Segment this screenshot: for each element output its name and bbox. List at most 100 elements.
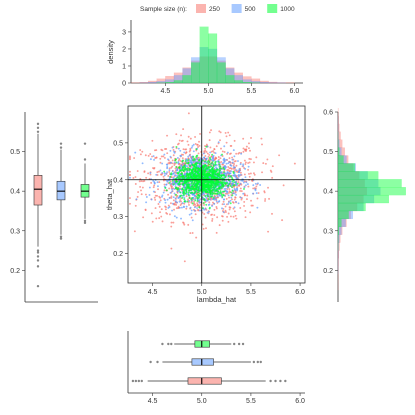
scatter-point-250 [140, 180, 143, 182]
scatter-point-250 [247, 168, 250, 171]
scatter-point-250 [199, 203, 202, 206]
right-hist-bar-1000 [337, 171, 379, 180]
top-hist-bar-500 [165, 79, 175, 84]
left-box-outlier-1000 [83, 158, 87, 161]
scatter-point-1000 [215, 173, 218, 176]
scatter-point-500 [232, 174, 235, 177]
left-box-y-tick-label: 0.3 [10, 228, 20, 235]
scatter-point-500 [240, 152, 243, 155]
scatter-point-500 [172, 172, 175, 175]
scatter-point-500 [174, 174, 177, 177]
scatter-point-250 [242, 147, 245, 150]
scatter-point-250 [145, 176, 148, 179]
scatter-point-250 [155, 217, 158, 220]
scatter-point-1000 [193, 158, 196, 161]
scatter-point-250 [137, 191, 140, 193]
scatter-point-250 [182, 128, 185, 131]
top-hist-bar-250 [259, 80, 269, 84]
scatter-point-500 [179, 149, 182, 152]
scatter-point-500 [165, 183, 168, 186]
scatter-point-1000 [222, 193, 225, 196]
left-box-outlier-250 [36, 249, 40, 252]
scatter-point-500 [176, 174, 179, 177]
scatter-point-1000 [175, 161, 178, 164]
scatter-point-1000 [198, 206, 201, 209]
scatter-point-250 [216, 216, 219, 219]
scatter-point-1000 [185, 184, 188, 187]
scatter-point-250 [163, 183, 166, 186]
scatter-point-500 [239, 182, 242, 185]
scatter-point-250 [244, 216, 247, 219]
scatter-point-250 [219, 157, 222, 160]
scatter-point-1000 [223, 181, 226, 184]
scatter-point-500 [193, 209, 196, 212]
scatter-point-250 [184, 152, 187, 155]
scatter-point-250 [156, 171, 159, 174]
scatter-point-500 [233, 187, 236, 190]
scatter-point-1000 [206, 170, 209, 173]
scatter-point-250 [215, 207, 218, 210]
scatter-point-1000 [197, 166, 200, 169]
scatter-point-1000 [189, 173, 192, 176]
scatter-point-250 [161, 149, 164, 152]
right-hist-bar-500 [337, 171, 368, 180]
scatter-point-250 [243, 159, 246, 162]
scatter-point-250 [232, 207, 235, 210]
top-hist-bar-500 [173, 75, 183, 84]
legend-label-500: 500 [245, 6, 256, 13]
left-box-outlier-250 [36, 284, 40, 288]
scatter-point-250 [171, 159, 174, 162]
scatter-point-250 [179, 199, 182, 201]
scatter-point-1000 [228, 183, 231, 185]
scatter-point-250 [180, 140, 183, 142]
scatter-point-250 [177, 205, 180, 208]
scatter-point-250 [194, 142, 197, 145]
bottom-boxplot-panel: 4.5 5.0 5.5 6.0 [127, 331, 305, 405]
scatter-point-250 [140, 189, 142, 192]
scatter-point-1000 [219, 165, 222, 168]
scatter-point-500 [228, 161, 231, 164]
scatter-point-1000 [219, 180, 222, 183]
scatter-point-500 [238, 169, 241, 172]
scatter-point-1000 [187, 161, 190, 164]
right-hist-bar-1000 [337, 202, 366, 212]
scatter-point-500 [244, 167, 247, 170]
scatter-point-250 [172, 199, 175, 202]
scatter-point-250 [240, 198, 243, 201]
scatter-point-500 [196, 157, 199, 160]
scatter-point-1000 [191, 191, 194, 194]
scatter-point-1000 [211, 193, 214, 196]
scatter-point-500 [180, 206, 183, 209]
scatter-point-250 [134, 176, 137, 178]
scatter-point-250 [182, 221, 185, 224]
scatter-point-1000 [209, 158, 212, 160]
scatter-point-250 [147, 172, 150, 175]
bottom-box-outlier-1000 [167, 342, 170, 346]
scatter-point-1000 [188, 186, 191, 189]
scatter-point-500 [162, 191, 165, 194]
scatter-point-250 [281, 219, 284, 222]
scatter-point-1000 [181, 183, 184, 186]
scatter-point-250 [203, 203, 205, 206]
legend-swatch-1000 [267, 4, 278, 13]
scatter-point-1000 [196, 185, 199, 188]
left-box-outlier-1000 [83, 219, 87, 223]
scatter-point-250 [187, 112, 190, 115]
scatter-point-250 [143, 170, 146, 173]
scatter-point-250 [212, 201, 214, 204]
scatter-point-1000 [191, 175, 194, 178]
scatter-point-1000 [210, 165, 213, 168]
scatter-point-250 [233, 210, 236, 213]
scatter-point-500 [255, 192, 258, 195]
scatter-point-1000 [210, 189, 213, 192]
scatter-point-500 [190, 161, 193, 164]
top-hist-y-tick-label: 2 [122, 46, 126, 53]
bottom-box-outlier-250 [279, 379, 282, 383]
scatter-point-500 [190, 157, 193, 160]
scatter-point-1000 [209, 192, 212, 195]
scatter-point-250 [228, 134, 231, 137]
top-hist-bar-500 [191, 57, 200, 84]
scatter-point-500 [244, 176, 247, 179]
scatter-point-1000 [188, 176, 191, 179]
scatter-point-250 [228, 196, 230, 199]
